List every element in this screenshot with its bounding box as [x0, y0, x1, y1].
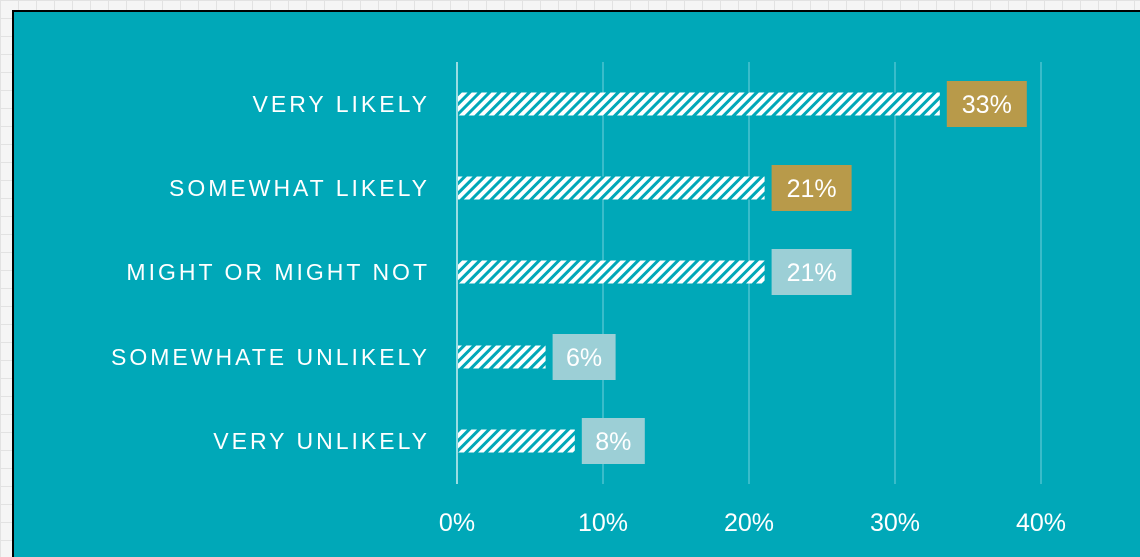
data-label-box-1: [771, 165, 852, 211]
data-label-0: 33%: [962, 91, 1012, 119]
x-tick-label-0: 0%: [439, 509, 475, 537]
bar-2: [458, 260, 765, 284]
x-tick-label-1: 10%: [578, 509, 628, 537]
bar-4: [458, 429, 575, 453]
data-label-box-3: [552, 334, 616, 380]
x-tick-label-4: 40%: [1016, 509, 1066, 537]
category-label-3: SOMEWHATE UNLIKELY: [111, 344, 430, 370]
bar-0: [458, 92, 940, 116]
data-labels: 33% 21% 21% 6% 8%: [552, 81, 1027, 464]
data-label-box-4: [581, 418, 645, 464]
bar-1: [458, 176, 765, 200]
bar-3: [458, 345, 546, 369]
category-label-1: SOMEWHAT LIKELY: [169, 175, 430, 201]
category-labels: VERY LIKELY SOMEWHAT LIKELY MIGHT OR MIGHT…: [111, 91, 430, 454]
category-label-0: VERY LIKELY: [253, 91, 430, 117]
category-label-2: MIGHT OR MIGHT NOT: [126, 259, 430, 285]
x-tick-label-2: 20%: [724, 509, 774, 537]
data-label-1: 21%: [787, 175, 837, 203]
data-label-box-0: [946, 81, 1027, 127]
x-tick-label-3: 30%: [870, 509, 920, 537]
bars: [458, 92, 940, 453]
data-label-3: 6%: [566, 344, 602, 372]
data-label-2: 21%: [787, 259, 837, 287]
data-label-box-2: [771, 249, 852, 295]
x-tick-labels: 0% 10% 20% 30% 40%: [439, 509, 1066, 537]
category-label-4: VERY UNLIKELY: [213, 428, 430, 454]
data-label-4: 8%: [595, 428, 631, 456]
